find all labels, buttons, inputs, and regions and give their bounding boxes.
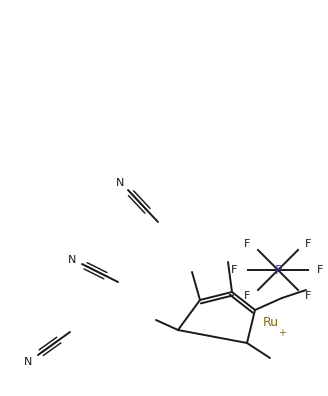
- Text: P: P: [274, 263, 282, 276]
- Text: N: N: [68, 255, 76, 265]
- Text: +: +: [278, 328, 286, 338]
- Text: F: F: [305, 239, 311, 249]
- Text: Ru: Ru: [263, 316, 279, 329]
- Text: F: F: [305, 291, 311, 301]
- Text: F: F: [231, 265, 237, 275]
- Text: F: F: [244, 239, 250, 249]
- Text: N: N: [24, 357, 32, 367]
- Text: F: F: [317, 265, 323, 275]
- Text: F: F: [244, 291, 250, 301]
- Text: N: N: [116, 178, 124, 188]
